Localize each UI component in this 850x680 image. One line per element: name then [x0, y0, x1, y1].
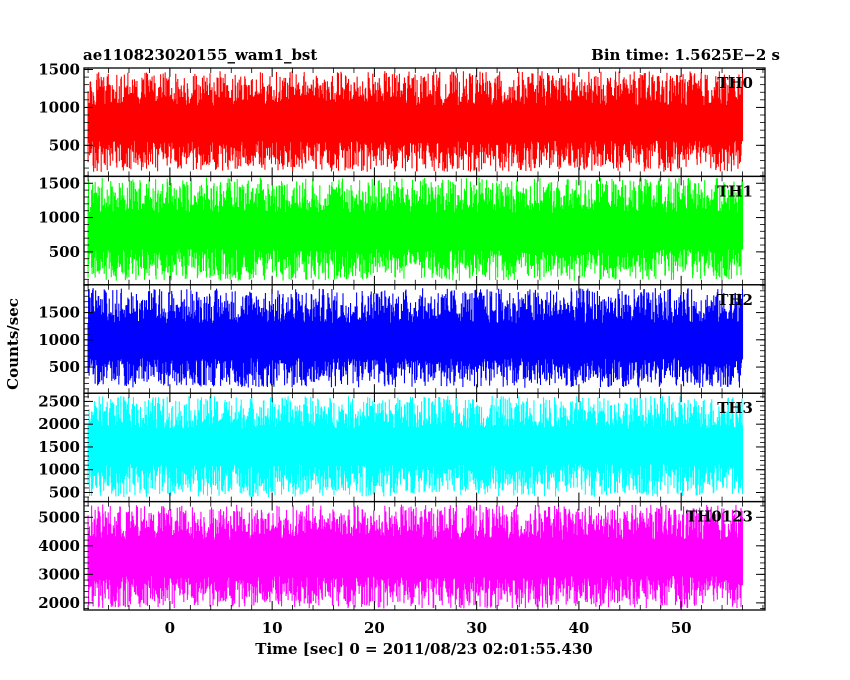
x-tick-label: 40 [568, 619, 589, 637]
bin-time-label: Bin time: 1.5625E−2 s [591, 46, 780, 64]
series-trace-th0 [87, 71, 744, 172]
y-tick-label-th2: 500 [49, 358, 80, 376]
y-tick-label-th3: 1000 [38, 461, 80, 479]
chart-title: ae110823020155_wam1_bst [83, 46, 317, 64]
y-tick-label-th0: 1500 [38, 61, 80, 79]
panel-label-th0: TH0 [717, 74, 753, 92]
panel-label-th3: TH3 [717, 399, 753, 417]
y-tick-label-th0123: 5000 [38, 508, 80, 526]
x-tick-label: 30 [466, 619, 487, 637]
y-tick-label-th0123: 2000 [38, 594, 80, 612]
series-trace-th2 [87, 288, 744, 388]
y-tick-label-th3: 500 [49, 483, 80, 501]
y-tick-label-th2: 1000 [38, 331, 80, 349]
y-tick-label-th2: 1500 [38, 304, 80, 322]
x-axis-label: Time [sec] 0 = 2011/08/23 02:01:55.430 [255, 640, 592, 658]
series-trace-th0123 [87, 504, 744, 609]
series-trace-th3 [87, 395, 744, 497]
y-tick-label-th1: 1500 [38, 174, 80, 192]
y-tick-label-th3: 2500 [38, 392, 80, 410]
y-axis-label: Counts/sec [4, 298, 22, 390]
panel-frame-th0123 [83, 500, 766, 611]
x-tick-label: 0 [165, 619, 175, 637]
y-tick-label-th1: 500 [49, 243, 80, 261]
y-tick-label-th0123: 4000 [38, 537, 80, 555]
x-tick-label: 10 [262, 619, 283, 637]
y-tick-label-th3: 2000 [38, 415, 80, 433]
panel-label-th2: TH2 [717, 291, 753, 309]
x-tick-label: 50 [671, 619, 692, 637]
series-trace-th1 [87, 177, 744, 281]
y-tick-label-th0123: 3000 [38, 565, 80, 583]
x-tick-label: 20 [364, 619, 385, 637]
panel-label-th1: TH1 [717, 182, 753, 200]
y-tick-label-th0: 500 [49, 136, 80, 154]
y-tick-label-th0: 1000 [38, 98, 80, 116]
y-tick-label-th1: 1000 [38, 209, 80, 227]
panel-label-th0123: TH0123 [686, 508, 753, 526]
y-tick-label-th3: 1500 [38, 438, 80, 456]
